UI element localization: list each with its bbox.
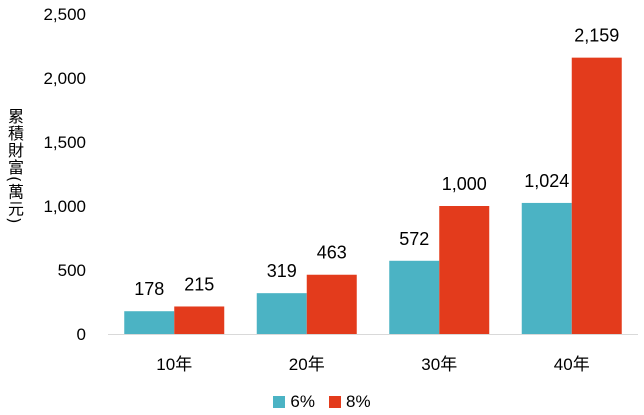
y-axis-label: 累積財富(萬元) xyxy=(5,108,24,225)
y-tick-label: 2,000 xyxy=(43,69,86,88)
bar xyxy=(256,293,307,334)
legend-label-6pct: 6% xyxy=(290,392,315,411)
bar xyxy=(521,202,572,334)
data-labels: 178 215 319 463 572 1,000 1,024 2,159 xyxy=(134,26,619,300)
data-label: 178 xyxy=(134,279,164,299)
data-label: 463 xyxy=(317,243,347,263)
y-tick-label: 500 xyxy=(58,261,86,280)
legend-item-6pct: 6% xyxy=(273,392,315,412)
bar xyxy=(389,260,440,334)
bar xyxy=(571,57,622,334)
y-axis-ticks: 0 500 1,000 1,500 2,000 2,500 xyxy=(43,5,86,344)
data-label: 1,000 xyxy=(442,174,487,194)
bar xyxy=(124,311,175,334)
legend-swatch-6pct xyxy=(273,396,286,408)
data-label: 215 xyxy=(184,274,214,294)
data-label: 572 xyxy=(399,229,429,249)
x-tick-label: 10年 xyxy=(156,355,192,374)
y-tick-label: 1,000 xyxy=(43,197,86,216)
data-label: 2,159 xyxy=(574,26,619,46)
legend-label-8pct: 8% xyxy=(346,392,371,411)
legend: 6% 8% xyxy=(0,392,644,412)
x-tick-label: 20年 xyxy=(289,355,325,374)
x-tick-label: 30年 xyxy=(421,355,457,374)
legend-swatch-8pct xyxy=(329,396,341,408)
data-label: 319 xyxy=(267,261,297,281)
y-tick-label: 2,500 xyxy=(43,5,86,24)
bars xyxy=(124,57,622,334)
y-tick-label: 1,500 xyxy=(43,133,86,152)
bar xyxy=(439,206,490,334)
x-axis-ticks: 10年 20年 30年 40年 xyxy=(156,355,589,374)
bar xyxy=(174,306,225,334)
y-tick-label: 0 xyxy=(77,325,86,344)
data-label: 1,024 xyxy=(524,171,569,191)
x-tick-label: 40年 xyxy=(554,355,590,374)
legend-item-8pct: 8% xyxy=(329,392,371,412)
bar xyxy=(306,274,357,334)
